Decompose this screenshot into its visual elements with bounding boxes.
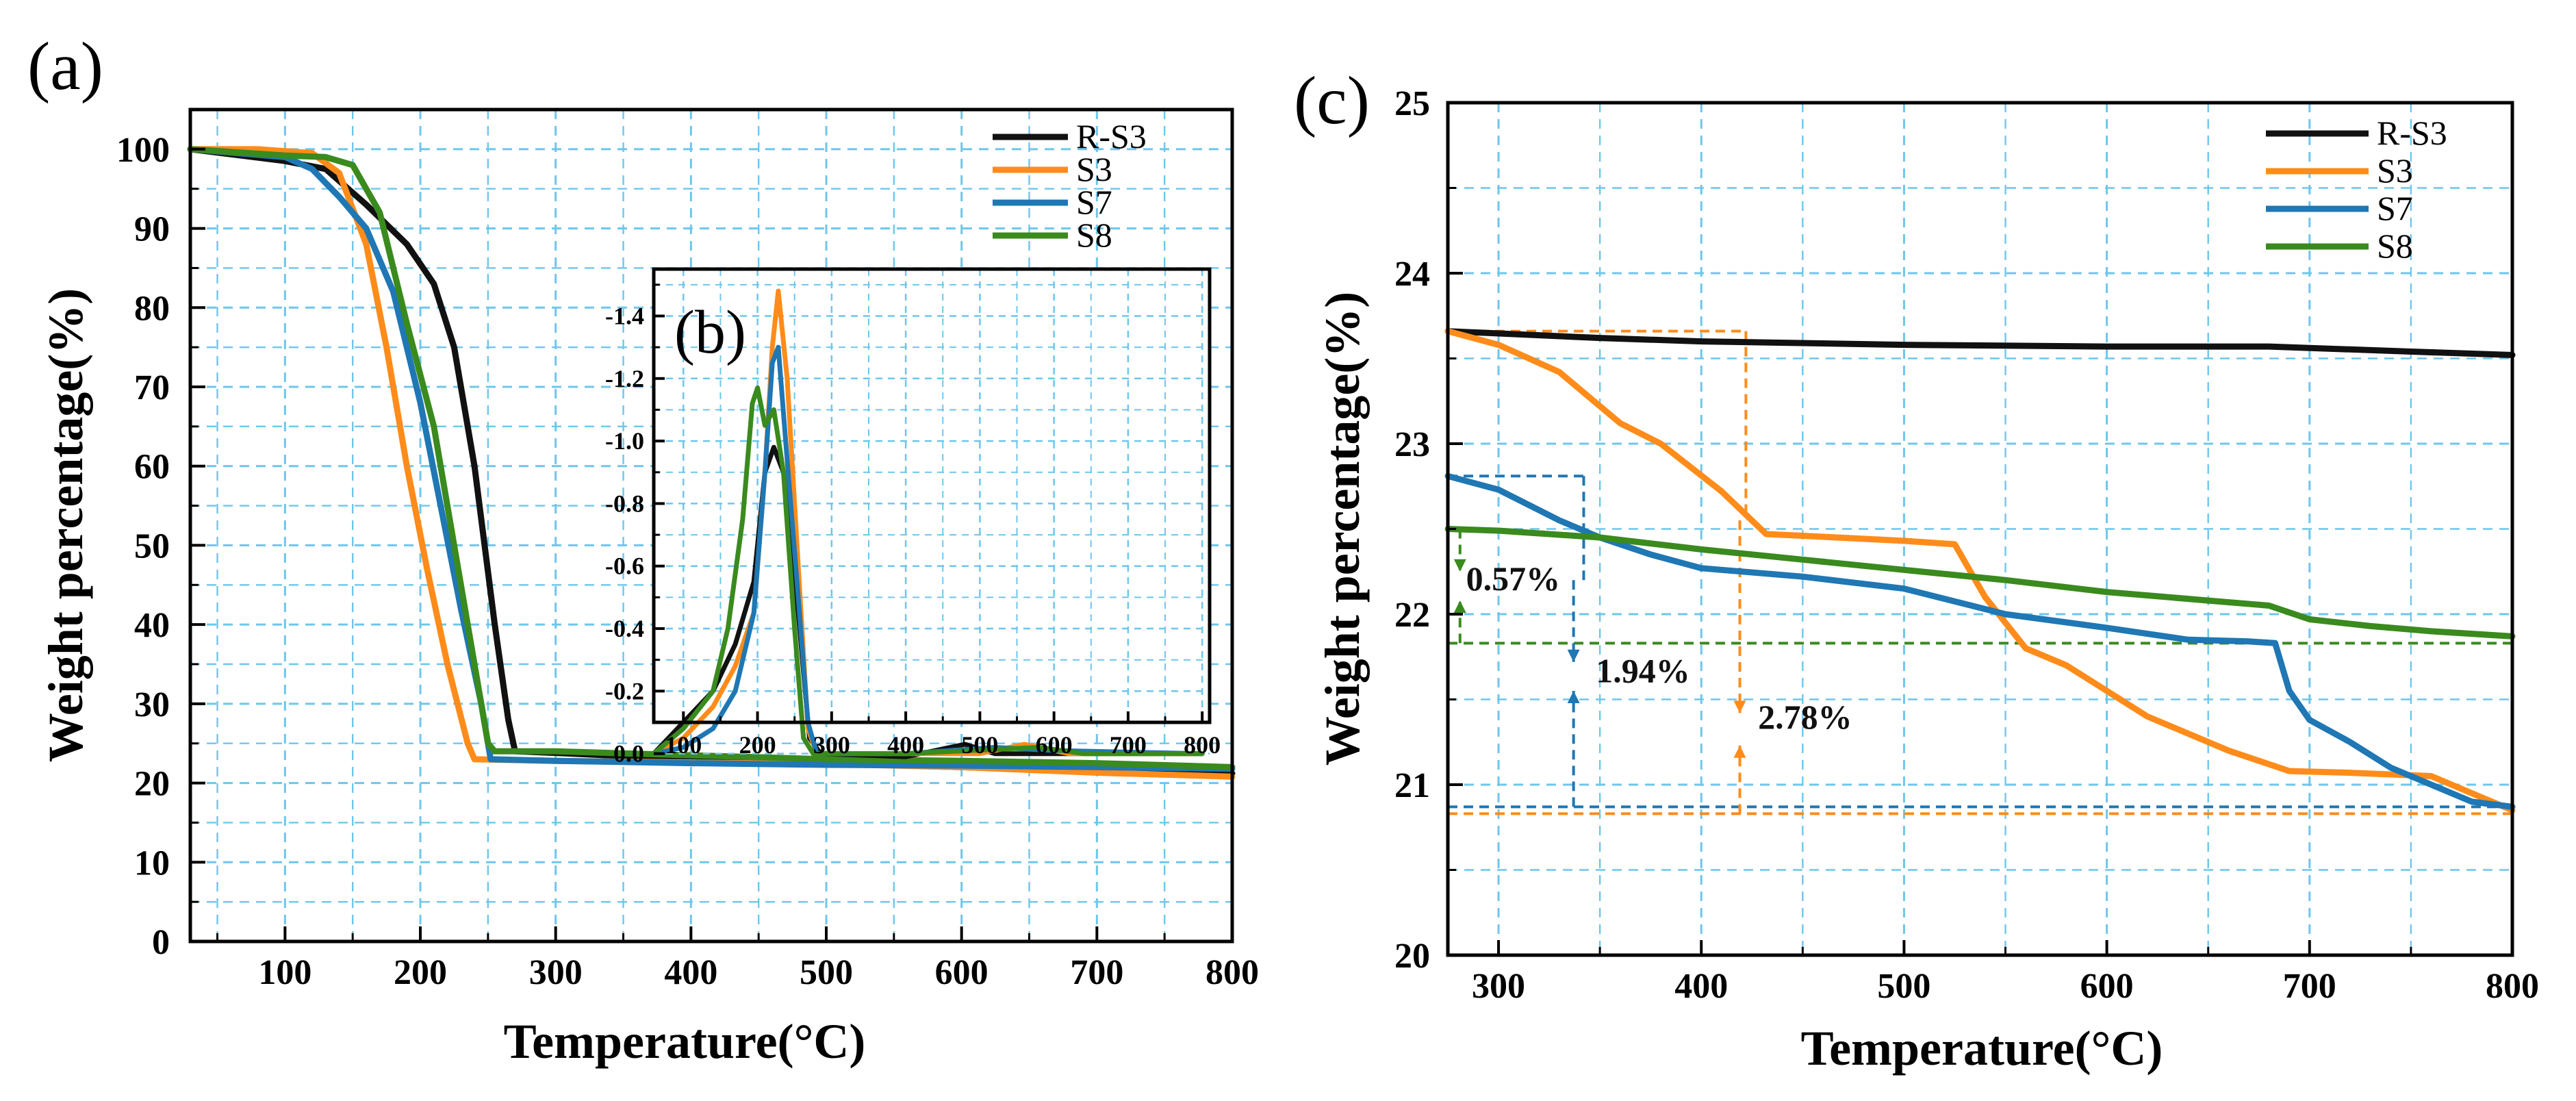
- series-line-s3: [1444, 328, 2516, 813]
- legend-label-s3: S3: [2377, 151, 2413, 190]
- x-tick-label: 400: [887, 731, 924, 759]
- y-tick-label: -0.8: [605, 490, 644, 517]
- y-tick-label: 21: [1394, 766, 1430, 805]
- y-tick-label: 20: [134, 765, 170, 804]
- x-tick-label: 300: [529, 953, 583, 992]
- arrow-s8-up-head: [1453, 600, 1466, 613]
- y-tick-label: 25: [1394, 84, 1430, 123]
- panel-c-chart: (c) 300 400 500 600 700 800 20 21 22 23 24 25 Tempe…: [1294, 62, 2539, 1076]
- x-tick-label: 600: [1036, 731, 1073, 759]
- panel-b-lines: [651, 288, 1205, 759]
- x-tick-label: 800: [2486, 967, 2539, 1006]
- panel-a-label: (a): [27, 28, 103, 104]
- panel-c-label: (c): [1294, 62, 1370, 138]
- x-tick-label: 700: [2283, 967, 2336, 1006]
- series-line-r-s3: [1444, 328, 2516, 358]
- annotation-057-label: 0.57%: [1466, 559, 1561, 598]
- panel-c-annotation-guides: [1448, 329, 2512, 815]
- series-line-s8: [651, 385, 1205, 757]
- series-line-s7: [1444, 472, 2516, 810]
- legend-label-s7: S7: [1076, 183, 1112, 221]
- x-tick-label: 700: [1110, 731, 1147, 759]
- y-tick-label: 100: [116, 131, 170, 170]
- arrow-s7-up-head: [1567, 691, 1580, 704]
- y-tick-label: 0.0: [613, 740, 644, 768]
- y-tick-label: 22: [1394, 596, 1430, 635]
- x-tick-label: 400: [1674, 967, 1728, 1006]
- legend-label-s8: S8: [2377, 227, 2413, 265]
- y-tick-label: -0.2: [605, 677, 644, 705]
- arrow-s7-down-head: [1567, 649, 1580, 662]
- panel-a-ylabel: Weight percentage(%): [38, 288, 93, 763]
- x-tick-label: 200: [739, 731, 776, 759]
- y-tick-label: -0.4: [605, 615, 644, 642]
- y-tick-label: 24: [1394, 255, 1430, 294]
- annotation-278-label: 2.78%: [1758, 698, 1852, 736]
- y-tick-label: 10: [134, 844, 170, 883]
- panel-b-grid: [654, 269, 1210, 755]
- panel-b-label: (b): [674, 299, 746, 366]
- y-tick-label: 90: [134, 210, 170, 249]
- panel-a-chart: (a) 100 200 300 400 500 600 700 800 0 10 20 30 40 50 6…: [27, 28, 1259, 1069]
- panel-c-xlabel: Temperature(°C): [1801, 1021, 2163, 1076]
- x-tick-label: 500: [800, 953, 853, 992]
- legend-label-s8: S8: [1076, 216, 1112, 254]
- x-tick-label: 500: [1877, 967, 1930, 1006]
- y-tick-label: -1.2: [605, 365, 644, 392]
- y-tick-label: 23: [1394, 425, 1430, 464]
- annotation-194-label: 1.94%: [1596, 652, 1690, 690]
- y-tick-label: 80: [134, 289, 170, 328]
- y-tick-label: -1.0: [605, 427, 644, 455]
- panel-a-ticks: 100 200 300 400 500 600 700 800 0 10 20 30 40 50 60 70 8…: [116, 108, 1259, 992]
- series-line-s8: [187, 146, 1236, 770]
- x-tick-label: 600: [2080, 967, 2134, 1006]
- panel-b-ticks: 100 200 300 400 500 600 700 800 0.0 -0.2 -0.4 -0.6 -…: [605, 283, 1221, 768]
- x-tick-label: 600: [935, 953, 989, 992]
- x-tick-label: 700: [1070, 953, 1123, 992]
- panel-a-lines: [187, 146, 1236, 780]
- legend-label-s3: S3: [1076, 150, 1112, 188]
- panel-b-frame: [652, 267, 1212, 724]
- panel-c-grid: [1448, 101, 2514, 957]
- x-tick-label: 800: [1206, 953, 1259, 992]
- x-tick-label: 400: [664, 953, 717, 992]
- x-tick-label: 200: [394, 953, 447, 992]
- x-tick-label: 800: [1184, 731, 1221, 759]
- panel-c-lines: [1444, 328, 2516, 813]
- y-tick-label: -0.6: [605, 553, 644, 580]
- series-line-s8: [1444, 526, 2516, 640]
- y-tick-label: 50: [134, 527, 170, 566]
- arrow-s8-down-head: [1453, 559, 1466, 572]
- panel-c-ylabel: Weight percentage(%): [1315, 292, 1370, 766]
- y-tick-label: 40: [134, 606, 170, 645]
- y-tick-label: 60: [134, 448, 170, 487]
- x-tick-label: 100: [258, 953, 311, 992]
- y-tick-label: 20: [1394, 937, 1430, 976]
- legend-label-r-s3: R-S3: [1076, 117, 1147, 155]
- panel-c-ticks: 300 400 500 600 700 800 20 21 22 23 24 25: [1394, 84, 2539, 1006]
- panel-a-frame: [188, 107, 1234, 944]
- y-tick-label: 70: [134, 368, 170, 407]
- legend-label-s7: S7: [2377, 189, 2413, 227]
- x-tick-label: 300: [1472, 967, 1525, 1006]
- y-tick-label: -1.4: [605, 302, 644, 329]
- arrow-s3-down-head: [1733, 700, 1746, 713]
- arrow-s3-up-head: [1733, 745, 1746, 758]
- y-tick-label: 30: [134, 685, 170, 724]
- x-tick-label: 100: [665, 731, 702, 759]
- panel-a-xlabel: Temperature(°C): [504, 1014, 866, 1069]
- y-tick-label: 0: [152, 923, 170, 962]
- x-tick-label: 300: [813, 731, 850, 759]
- legend-label-r-s3: R-S3: [2377, 114, 2447, 152]
- x-tick-label: 500: [961, 731, 998, 759]
- series-line-s7: [187, 146, 1236, 772]
- panel-b-inset-chart: 100 200 300 400 500 600 700 800 0.0 -0.2 -0.4 -0.6 -…: [605, 267, 1221, 768]
